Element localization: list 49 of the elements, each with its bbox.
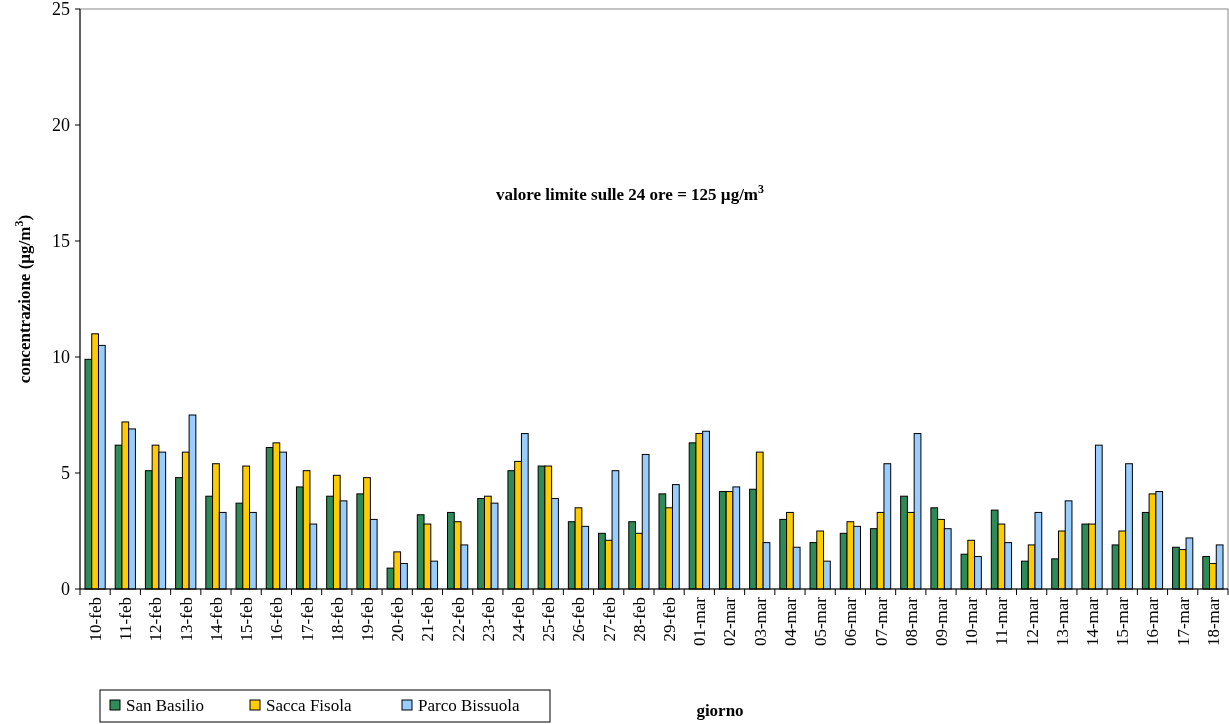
legend-label: Sacca Fisola [266, 695, 352, 715]
x-tick-label: 11-feb [116, 597, 136, 641]
x-tick-label: 24-feb [509, 597, 528, 642]
x-tick-label: 14-feb [206, 597, 226, 642]
x-tick-label: 11-mar [992, 596, 1012, 646]
x-tick-label: 12-feb [146, 597, 166, 642]
x-tick-label: 08-mar [901, 596, 921, 647]
x-tick-label: 17-mar [1173, 596, 1193, 647]
x-tick-label: 16-mar [1143, 596, 1163, 647]
legend-label: San Basilio [126, 695, 204, 715]
x-tick-label: 05-mar [811, 596, 831, 647]
x-tick-label: 19-feb [357, 597, 377, 642]
legend-label: Parco Bissuola [418, 695, 520, 715]
x-tick-label: 10-mar [962, 596, 982, 647]
x-tick-label: 18-mar [1203, 596, 1223, 647]
x-tick-label: 27-feb [599, 597, 619, 642]
x-tick-label: 18-feb [327, 597, 347, 642]
x-tick-label: 09-mar [931, 596, 951, 647]
y-tick-label: 25 [52, 0, 70, 20]
x-tick-label: 15-feb [237, 597, 257, 642]
x-tick-label: 12-mar [1022, 596, 1042, 647]
x-tick-label: 06-mar [841, 596, 861, 647]
y-tick-label: 0 [61, 579, 70, 600]
x-tick-label: 21-feb [418, 597, 438, 642]
x-tick-label: 13-feb [176, 597, 196, 642]
x-tick-label: 20-feb [388, 597, 408, 642]
x-tick-label: 13-mar [1052, 596, 1072, 647]
x-tick-label: 10-feb [86, 597, 106, 642]
x-tick-label: 02-mar [720, 596, 740, 647]
x-tick-label: 01-mar [690, 596, 710, 647]
annotation: valore limite sulle 24 ore = 125 µg/m$^{3}$ [496, 182, 765, 204]
x-tick-label: 03-mar [750, 596, 770, 647]
y-tick-label: 5 [61, 463, 70, 484]
x-tick-label: 25-feb [539, 597, 559, 642]
x-tick-label: 17-feb [297, 597, 317, 642]
x-tick-label: 28-feb [629, 597, 649, 642]
x-tick-label: 22-feb [448, 597, 468, 642]
x-tick-label: 26-feb [569, 597, 589, 642]
x-tick-label: 15-mar [1113, 596, 1133, 647]
x-tick-label: 07-mar [871, 596, 891, 647]
y-tick-label: 15 [52, 231, 70, 252]
x-tick-label: 16-feb [267, 597, 287, 642]
y-tick-label: 20 [52, 115, 70, 136]
x-tick-label: 04-mar [780, 596, 800, 647]
x-axis-title: giorno [696, 701, 744, 720]
x-tick-label: 29-feb [660, 597, 680, 642]
x-tick-label: 14-mar [1083, 596, 1102, 647]
y-tick-label: 10 [52, 347, 70, 368]
x-tick-label: 23-feb [478, 597, 498, 642]
